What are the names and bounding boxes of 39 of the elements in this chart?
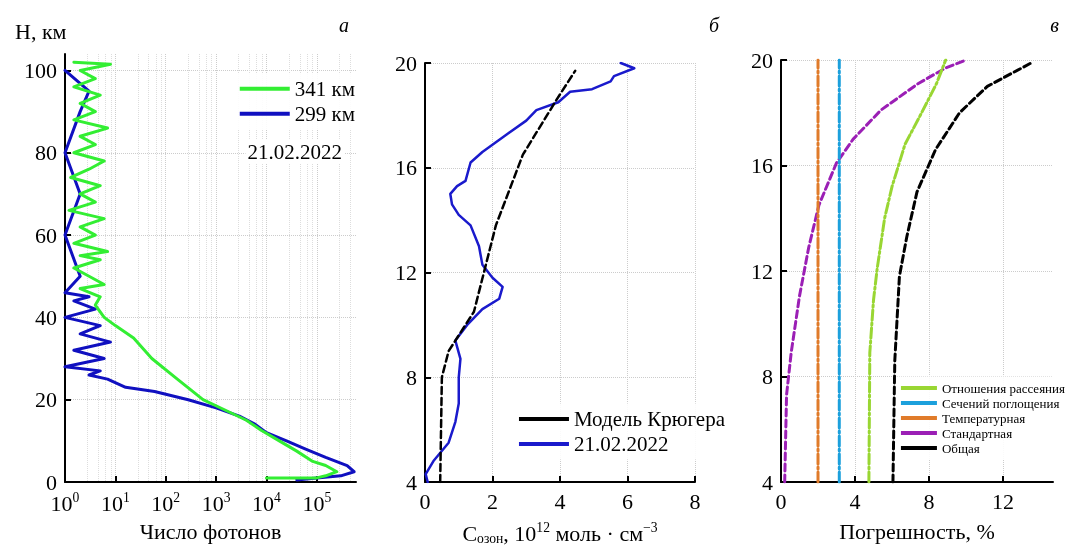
y-tick-label: 4 — [406, 469, 417, 495]
y-tick-label: 20 — [395, 50, 417, 76]
annotation: 21.02.2022 — [247, 139, 342, 164]
x-axis-title: Погрешность, % — [839, 518, 995, 544]
x-tick-label: 2 — [487, 488, 498, 514]
chart-title: а — [339, 14, 349, 36]
legend-label: Температурная — [941, 410, 1026, 426]
legend-label: Стандартная — [941, 425, 1013, 441]
y-tick-label: 8 — [762, 364, 773, 389]
x-tick-label: 12 — [992, 488, 1015, 514]
chart-title: в — [1050, 14, 1060, 36]
y-tick-label: 12 — [751, 258, 773, 284]
y-tick-label: 16 — [395, 155, 417, 181]
legend-label: Общая — [941, 440, 980, 456]
x-tick-label: 4 — [849, 488, 861, 514]
legend-label: Отношения рассеяния — [941, 380, 1066, 396]
y-tick-label: 100 — [24, 57, 57, 83]
y-tick-label: 12 — [395, 260, 417, 285]
x-axis-title: Число фотонов — [139, 518, 282, 544]
chart-title: б — [708, 14, 720, 36]
y-tick-label: 4 — [762, 469, 773, 495]
y-tick-label: 20 — [751, 47, 773, 73]
x-tick-label: 8 — [689, 488, 701, 514]
y-axis-title: H, км — [15, 18, 67, 44]
legend-label: 341 км — [294, 76, 356, 101]
legend-label: 21.02.2022 — [573, 432, 669, 457]
x-tick-label: 4 — [554, 488, 566, 514]
y-tick-label: 40 — [35, 304, 57, 330]
x-tick-label: 6 — [622, 488, 633, 514]
y-tick-label: 20 — [35, 387, 57, 413]
y-tick-label: 80 — [35, 140, 57, 166]
y-tick-label: 60 — [35, 222, 57, 248]
legend-label: 299 км — [294, 101, 356, 126]
x-tick-label: 8 — [923, 488, 935, 514]
y-tick-label: 8 — [406, 364, 417, 390]
y-tick-label: 16 — [751, 153, 773, 178]
legend-label: Модель Крюгера — [573, 407, 726, 432]
y-tick-label: 0 — [46, 469, 57, 495]
legend-label: Сечений поглощения — [941, 395, 1060, 411]
